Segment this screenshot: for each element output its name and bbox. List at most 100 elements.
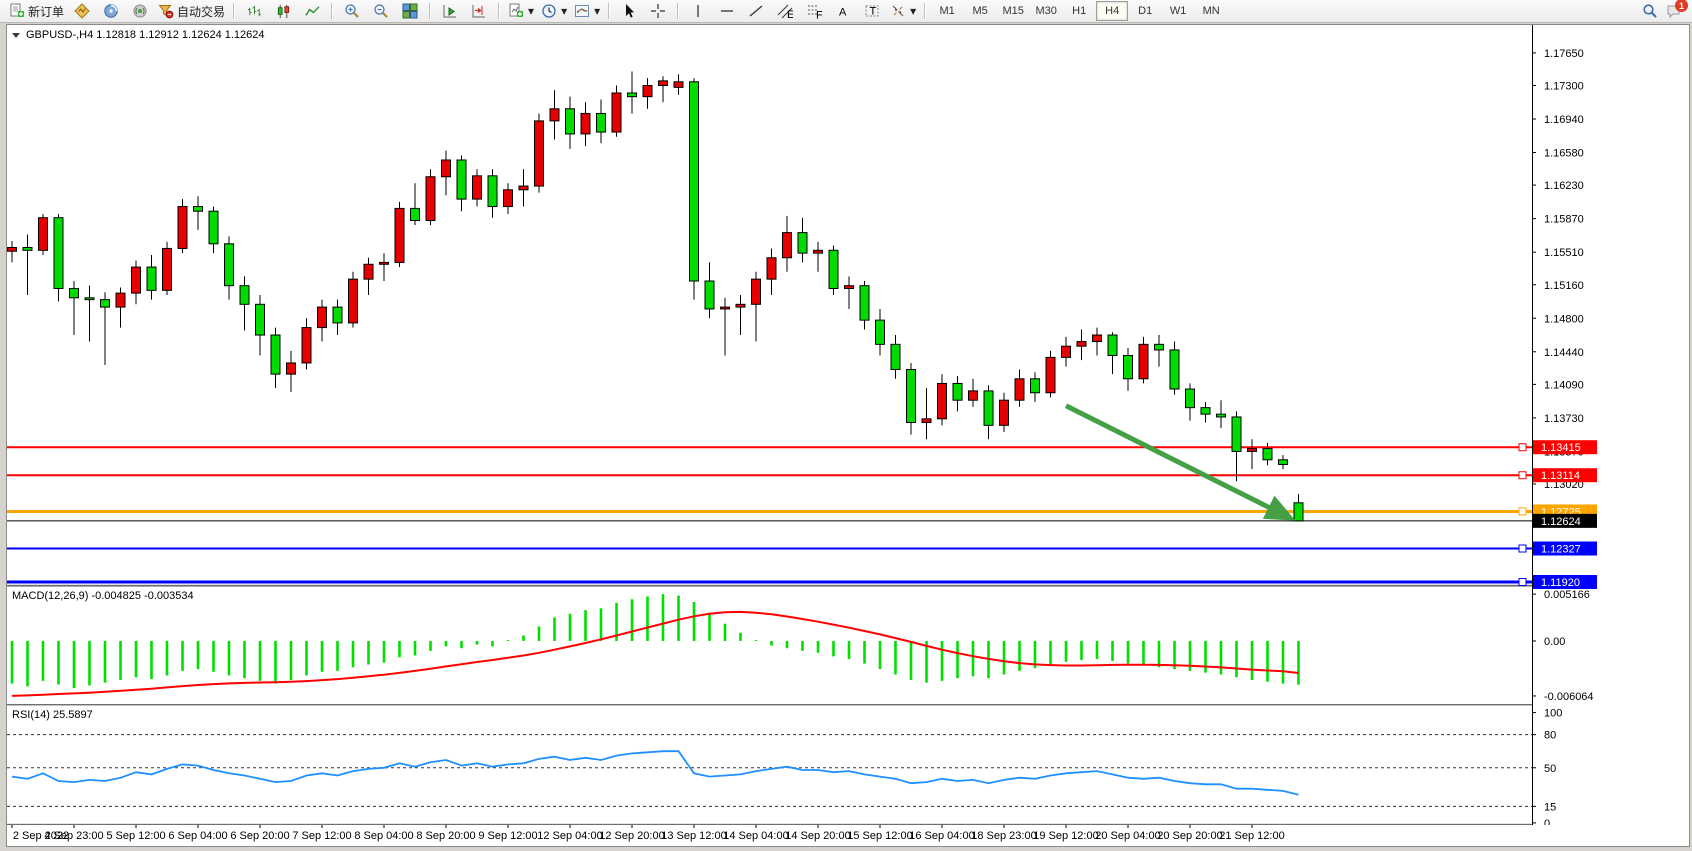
autotrading-button[interactable]: 自动交易 xyxy=(155,0,228,22)
workspace: 1.17650 1.17300 1.16940 1.16580 1.16230 1.158… xyxy=(0,23,1692,851)
crosshair-button[interactable] xyxy=(644,0,672,22)
toolbar-separator xyxy=(233,3,236,19)
candle-body xyxy=(766,257,777,280)
trendline-button[interactable] xyxy=(742,0,770,22)
price-label-box xyxy=(1533,575,1597,589)
search-icon[interactable] xyxy=(1642,3,1658,19)
candle-body xyxy=(1216,413,1226,418)
candle-body xyxy=(1076,341,1087,347)
timeframe-H4[interactable]: H4 xyxy=(1096,1,1129,21)
channel-icon: E xyxy=(777,4,793,19)
navigator-button[interactable] xyxy=(97,0,125,22)
svg-text:F: F xyxy=(816,10,822,20)
candle-body xyxy=(890,343,901,370)
zoom-in-button[interactable] xyxy=(338,0,366,22)
timeframe-M1[interactable]: M1 xyxy=(939,5,955,17)
candle-body xyxy=(983,390,994,426)
cursor-button[interactable] xyxy=(615,0,643,22)
new-order-label: 新订单 xyxy=(28,4,65,19)
candle-body xyxy=(658,80,668,87)
arrows-button[interactable]: ▾ xyxy=(887,0,919,22)
market-watch-icon xyxy=(74,3,90,19)
vertical-line-button[interactable] xyxy=(684,0,712,22)
candle-body xyxy=(1169,349,1180,390)
candle-body xyxy=(224,243,234,287)
candle-body xyxy=(1247,448,1257,452)
timeframe-M15[interactable]: M15 xyxy=(1002,5,1024,17)
chart-window[interactable]: 1.17650 1.17300 1.16940 1.16580 1.16230 1.158… xyxy=(6,24,1690,847)
axis-tick-label: 1.15160 xyxy=(1544,280,1584,292)
date-tick-label: 5 Sep 12:00 xyxy=(106,830,165,842)
candle-body xyxy=(348,278,358,324)
axis-tick-label: 15 xyxy=(1544,801,1556,813)
price-label-box xyxy=(1533,541,1597,556)
hline-anchor[interactable] xyxy=(1518,443,1527,452)
notifications-button[interactable]: 1 xyxy=(1666,0,1688,19)
candle-body xyxy=(1293,502,1304,522)
axis-tick-label: 100 xyxy=(1544,708,1562,720)
timeframe-M30[interactable]: M30 xyxy=(1035,5,1057,17)
templates-icon xyxy=(575,5,590,17)
trend-arrow[interactable] xyxy=(1064,403,1296,521)
candle-body xyxy=(1185,388,1195,409)
new-chart-button[interactable]: ▾ xyxy=(505,0,537,22)
new-order-button[interactable]: 新订单 xyxy=(6,0,67,22)
chart-shift-button[interactable] xyxy=(465,0,493,22)
candle-body xyxy=(1262,448,1273,461)
timeframe-MN[interactable]: MN xyxy=(1202,5,1220,17)
hline-anchor[interactable] xyxy=(1518,578,1527,586)
candle-body xyxy=(1061,345,1071,358)
symbol-ohlc-line: GBPUSD-,H4 1.12818 1.12912 1.12624 1.126… xyxy=(26,29,265,41)
candle-body xyxy=(611,92,622,133)
candlestick-chart-button[interactable] xyxy=(269,0,297,22)
horizontal-line-button[interactable] xyxy=(713,0,741,22)
hline-anchor[interactable] xyxy=(1518,544,1527,553)
text-button[interactable]: A xyxy=(829,0,857,22)
price-label: 1.13114 xyxy=(1541,470,1580,482)
timeframe-W1[interactable]: W1 xyxy=(1169,5,1187,17)
candle-body xyxy=(208,210,219,245)
timeframe-D1[interactable]: D1 xyxy=(1138,5,1153,17)
profiles-button[interactable]: ▾ xyxy=(538,0,570,22)
candle-body xyxy=(441,159,451,178)
market-watch-button[interactable] xyxy=(68,0,96,22)
zoom-out-icon xyxy=(374,4,388,18)
candles-layer xyxy=(7,71,1304,522)
bar-chart-button[interactable] xyxy=(240,0,268,22)
date-tick-label: 8 Sep 20:00 xyxy=(416,830,475,842)
symbol-dropdown-icon[interactable] xyxy=(12,33,20,38)
tile-windows-button[interactable] xyxy=(396,0,424,22)
candle-body xyxy=(84,297,95,301)
text-label-button[interactable]: T xyxy=(858,0,886,22)
hline-anchor[interactable] xyxy=(1518,471,1527,480)
date-tick-label: 16 Sep 04:00 xyxy=(909,830,974,842)
axis-tick-label: 1.16230 xyxy=(1544,180,1584,192)
fibonacci-button[interactable]: F xyxy=(800,0,828,22)
date-tick-label: 20 Sep 20:00 xyxy=(1157,830,1222,842)
templates-button[interactable]: ▾ xyxy=(571,0,603,22)
auto-scroll-button[interactable] xyxy=(436,0,464,22)
timeframe-H1[interactable]: H1 xyxy=(1072,5,1087,17)
equidistant-channel-button[interactable]: E xyxy=(771,0,799,22)
zoom-out-button[interactable] xyxy=(367,0,395,22)
timeframe-M5[interactable]: M5 xyxy=(972,5,988,17)
axis-tick-label: 1.14800 xyxy=(1544,313,1584,325)
candle-body xyxy=(534,120,544,187)
new-chart-icon xyxy=(509,3,524,17)
price-chart[interactable]: 1.17650 1.17300 1.16940 1.16580 1.16230 1.158… xyxy=(7,25,1687,844)
date-tick-label: 14 Sep 04:00 xyxy=(723,830,788,842)
svg-text:T: T xyxy=(870,6,877,18)
candle-body xyxy=(131,266,141,294)
price-label: 1.12624 xyxy=(1541,516,1581,528)
hline-anchor[interactable] xyxy=(1518,507,1527,516)
chevron-down-icon: ▾ xyxy=(910,4,917,18)
candle-body xyxy=(301,327,312,364)
candle-body xyxy=(1123,355,1133,380)
terminal-button[interactable] xyxy=(126,0,154,22)
price-label: 1.13415 xyxy=(1541,442,1581,454)
line-chart-button[interactable] xyxy=(298,0,326,22)
trendline-icon xyxy=(749,5,763,17)
candle-body xyxy=(146,266,157,291)
date-tick-label: 6 Sep 04:00 xyxy=(168,830,227,842)
date-tick-label: 2 Sep 2022 xyxy=(13,830,69,842)
